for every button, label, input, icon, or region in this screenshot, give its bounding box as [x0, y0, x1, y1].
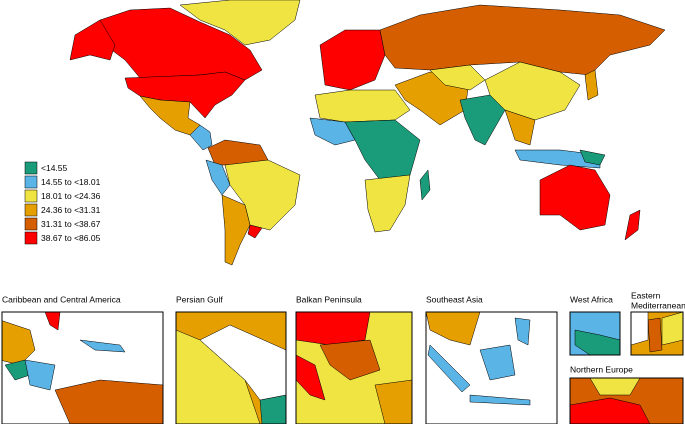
west-africa — [309, 117, 356, 146]
sea — [199, 324, 286, 401]
canada — [99, 7, 263, 81]
sumatra — [427, 344, 471, 393]
indonesia — [514, 149, 601, 169]
australia — [539, 164, 611, 231]
legend: <14.55 14.55 to <18.01 18.01 to <24.36 24.3… — [24, 161, 101, 245]
honduras — [24, 359, 56, 391]
china — [484, 61, 581, 121]
jordan — [661, 312, 683, 346]
turkey — [374, 379, 412, 424]
inset-persian-gulf — [176, 312, 286, 424]
indochina — [504, 109, 536, 146]
southern-africa — [364, 174, 411, 233]
inset-west-africa — [570, 312, 620, 355]
papua — [579, 149, 606, 166]
world-map — [69, 0, 666, 266]
mexico — [2, 320, 36, 366]
philippines — [514, 317, 531, 346]
panama-colombia — [54, 379, 163, 424]
inset-frame — [569, 311, 621, 356]
western — [570, 397, 651, 424]
saudi-arabia — [176, 329, 261, 424]
inset-title: West Africa — [570, 294, 613, 304]
inset-balkan — [296, 312, 412, 424]
inset-northern-europe — [570, 378, 683, 424]
central-europe — [296, 312, 371, 346]
north-africa — [314, 89, 411, 123]
legend-label: <14.55 — [41, 163, 68, 173]
inset-frame — [1, 311, 164, 424]
legend-label: 24.36 to <31.31 — [41, 205, 101, 215]
java — [469, 394, 531, 406]
russia — [379, 4, 666, 76]
cuba — [79, 339, 126, 353]
inset-title: Balkan Peninsula — [296, 294, 362, 304]
inset-frame — [425, 311, 558, 424]
brazil — [224, 159, 301, 231]
peru — [205, 159, 231, 196]
sea — [631, 312, 649, 346]
legend-label: 38.67 to <86.05 — [41, 233, 101, 243]
inset-caribbean — [2, 312, 163, 424]
inset-frame — [630, 311, 684, 356]
central-asia — [429, 64, 486, 91]
madagascar — [419, 169, 431, 201]
inset-frame — [175, 311, 287, 424]
united-states — [124, 71, 246, 119]
central-america — [189, 124, 213, 151]
inset-frame — [295, 311, 413, 424]
inset-title: Mediterranean — [631, 300, 685, 310]
italy — [296, 354, 326, 401]
legend-swatch — [24, 231, 38, 245]
inset-se-asia — [426, 312, 531, 406]
inset-title: Eastern — [631, 290, 661, 300]
legend-label: 31.31 to <38.67 — [41, 219, 101, 229]
inset-title: Persian Gulf — [176, 294, 223, 304]
alaska — [69, 19, 116, 61]
uruguay — [247, 224, 263, 239]
coast — [574, 329, 620, 355]
inset-east-med — [631, 312, 683, 355]
legend-swatch — [24, 175, 38, 189]
western-europe — [319, 29, 386, 91]
scandinavia — [589, 378, 641, 396]
indochina — [426, 312, 481, 346]
korea-japan — [584, 69, 599, 101]
central-africa — [344, 119, 421, 181]
florida — [44, 312, 61, 331]
legend-swatch — [24, 189, 38, 203]
balkans — [319, 339, 381, 381]
inset-title: Caribbean and Central America — [2, 294, 121, 304]
argentina — [221, 194, 251, 266]
inset-title: Northern Europe — [570, 364, 633, 374]
legend-swatch — [24, 161, 38, 175]
inset-title: Southeast Asia — [426, 294, 483, 304]
greenland — [179, 0, 301, 46]
legend-swatch — [24, 217, 38, 231]
borneo — [479, 344, 516, 381]
legend-swatch — [24, 203, 38, 217]
levant — [647, 317, 663, 353]
legend-label: 18.01 to <24.36 — [41, 191, 101, 201]
inset-frame — [569, 377, 684, 424]
new-zealand — [624, 209, 641, 241]
legend-label: 14.55 to <18.01 — [41, 177, 101, 187]
